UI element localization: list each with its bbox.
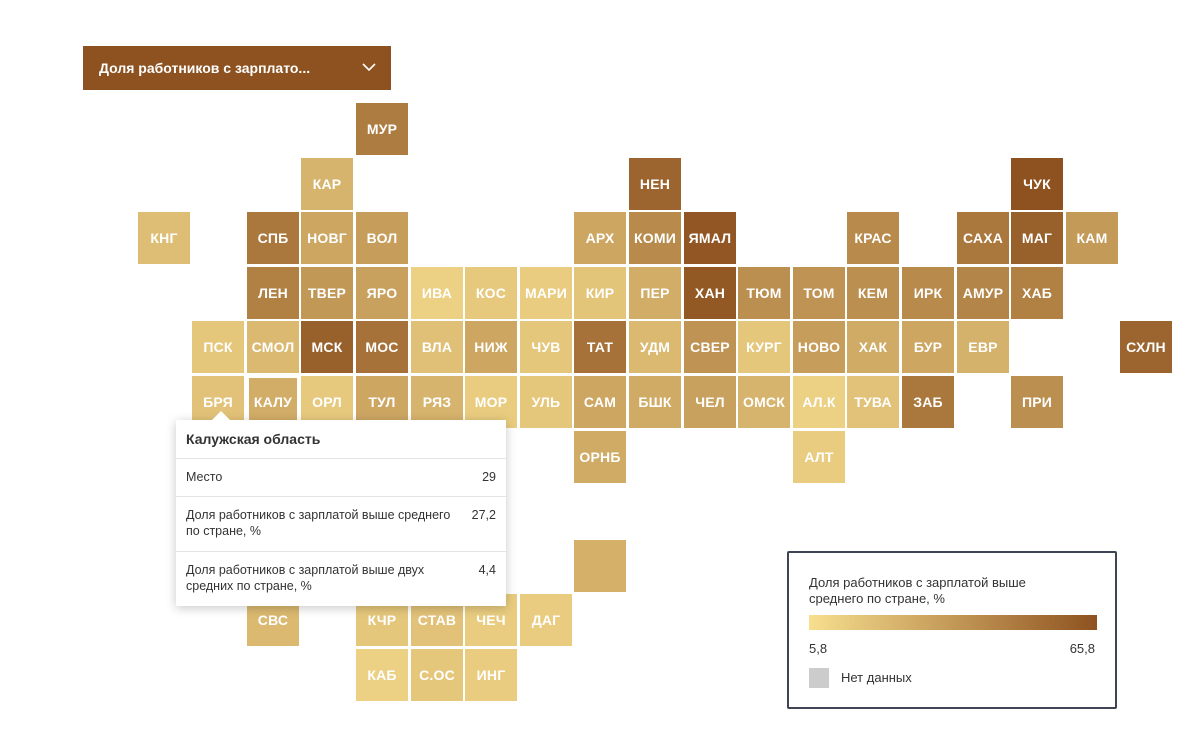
region-tile[interactable]: НЕН: [629, 158, 681, 210]
region-tile[interactable]: КИР: [574, 267, 626, 319]
region-tile[interactable]: ТУЛ: [356, 376, 408, 428]
tooltip-title: Калужская область: [176, 420, 506, 459]
region-tile[interactable]: ЧЕЛ: [684, 376, 736, 428]
region-tile[interactable]: МОС: [356, 321, 408, 373]
region-tile[interactable]: КРАС: [847, 212, 899, 264]
region-tile[interactable]: ХАК: [847, 321, 899, 373]
tooltip-row-value: 27,2: [471, 508, 496, 522]
region-tile[interactable]: ЧУВ: [520, 321, 572, 373]
region-tile[interactable]: МОР: [465, 376, 517, 428]
region-tile[interactable]: СПБ: [247, 212, 299, 264]
region-tile[interactable]: МАРИ: [520, 267, 572, 319]
tooltip-row-rank: Место 29: [176, 459, 506, 497]
region-tile[interactable]: ВОЛ: [356, 212, 408, 264]
region-tile[interactable]: КУРГ: [738, 321, 790, 373]
region-tile[interactable]: ЯРО: [356, 267, 408, 319]
region-tile[interactable]: СМОЛ: [247, 321, 299, 373]
region-tile[interactable]: ТОМ: [793, 267, 845, 319]
region-tile[interactable]: СВЕР: [684, 321, 736, 373]
tooltip-arrow: [211, 411, 231, 421]
region-tile[interactable]: КАР: [301, 158, 353, 210]
region-tile[interactable]: УДМ: [629, 321, 681, 373]
region-tile[interactable]: ЕВР: [957, 321, 1009, 373]
region-tile[interactable]: ИВА: [411, 267, 463, 319]
region-tile[interactable]: АРХ: [574, 212, 626, 264]
region-tile[interactable]: ИРК: [902, 267, 954, 319]
region-tile[interactable]: ТЮМ: [738, 267, 790, 319]
region-tile[interactable]: БШК: [629, 376, 681, 428]
region-tile[interactable]: МУР: [356, 103, 408, 155]
region-tile[interactable]: АЛТ: [793, 431, 845, 483]
region-tile[interactable]: МАГ: [1011, 212, 1063, 264]
region-tile[interactable]: КЕМ: [847, 267, 899, 319]
region-tile[interactable]: ОРНБ: [574, 431, 626, 483]
region-tile[interactable]: КОС: [465, 267, 517, 319]
legend-max-label: 65,8: [1069, 641, 1095, 656]
legend-no-data-swatch: [809, 668, 829, 688]
tooltip-row-above-two-averages: Доля работников с зарплатой выше двух ср…: [176, 552, 506, 607]
region-tile[interactable]: ХАБ: [1011, 267, 1063, 319]
region-tile[interactable]: АЛ.К: [793, 376, 845, 428]
region-tile[interactable]: ПСК: [192, 321, 244, 373]
tooltip-row-value: 4,4: [478, 563, 496, 577]
legend-min-label: 5,8: [809, 641, 828, 656]
tooltip-row-label: Доля работников с зарплатой выше двух ср…: [186, 563, 425, 593]
region-tile[interactable]: КОМИ: [629, 212, 681, 264]
tooltip-row-value: 29: [482, 470, 496, 484]
region-tooltip: Калужская область Место 29 Доля работник…: [176, 411, 506, 607]
region-tile[interactable]: ДАГ: [520, 594, 572, 646]
region-tile[interactable]: ЛЕН: [247, 267, 299, 319]
region-tile[interactable]: ХАН: [684, 267, 736, 319]
region-tile[interactable]: УЛЬ: [520, 376, 572, 428]
legend-no-data-label: Нет данных: [841, 670, 912, 685]
region-tile[interactable]: БУР: [902, 321, 954, 373]
region-tile[interactable]: АМУР: [957, 267, 1009, 319]
region-tile[interactable]: НОВО: [793, 321, 845, 373]
legend-gradient-bar: [809, 615, 1097, 630]
region-tile[interactable]: ЯМАЛ: [684, 212, 736, 264]
region-tile[interactable]: ТУВА: [847, 376, 899, 428]
region-tile[interactable]: ОРЛ: [301, 376, 353, 428]
region-tile[interactable]: ТАТ: [574, 321, 626, 373]
tooltip-row-above-average: Доля работников с зарплатой выше среднег…: [176, 497, 506, 552]
region-tile[interactable]: ЧУК: [1011, 158, 1063, 210]
region-tile[interactable]: ИНГ: [465, 649, 517, 701]
region-tile[interactable]: ЗАБ: [902, 376, 954, 428]
region-tile[interactable]: КАМ: [1066, 212, 1118, 264]
region-tile[interactable]: ОМСК: [738, 376, 790, 428]
region-tile[interactable]: ВЛА: [411, 321, 463, 373]
region-tile[interactable]: [574, 540, 626, 592]
tooltip-row-label: Доля работников с зарплатой выше среднег…: [186, 508, 451, 538]
indicator-dropdown[interactable]: Доля работников с зарплато...: [83, 46, 391, 90]
region-tile[interactable]: ПЕР: [629, 267, 681, 319]
region-tile[interactable]: КАБ: [356, 649, 408, 701]
region-tile[interactable]: САХА: [957, 212, 1009, 264]
region-tile[interactable]: МСК: [301, 321, 353, 373]
region-tile[interactable]: КАЛУ: [247, 376, 299, 428]
legend-title: Доля работников с зарплатой выше среднег…: [809, 575, 1026, 606]
region-tile[interactable]: С.ОС: [411, 649, 463, 701]
tooltip-row-label: Место: [186, 470, 223, 484]
region-tile[interactable]: РЯЗ: [411, 376, 463, 428]
region-tile[interactable]: КНГ: [138, 212, 190, 264]
chevron-down-icon: [362, 63, 376, 72]
dropdown-label: Доля работников с зарплато...: [99, 60, 311, 76]
region-tile[interactable]: ТВЕР: [301, 267, 353, 319]
region-tile[interactable]: ПРИ: [1011, 376, 1063, 428]
region-tile[interactable]: СХЛН: [1120, 321, 1172, 373]
map-legend: Доля работников с зарплатой выше среднег…: [787, 551, 1117, 709]
region-tile[interactable]: НОВГ: [301, 212, 353, 264]
region-tile[interactable]: САМ: [574, 376, 626, 428]
region-tile[interactable]: НИЖ: [465, 321, 517, 373]
